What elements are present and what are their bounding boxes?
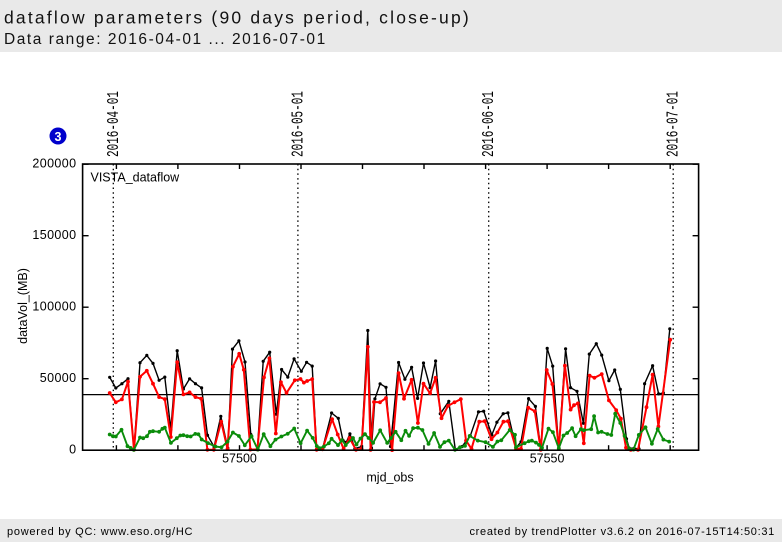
svg-text:powered by QC: www.eso.org/HC: powered by QC: www.eso.org/HC: [7, 526, 193, 538]
svg-text:mjd_obs: mjd_obs: [366, 471, 413, 485]
svg-text:VISTA_dataflow: VISTA_dataflow: [91, 171, 181, 185]
svg-text:57550: 57550: [530, 452, 565, 466]
svg-text:150000: 150000: [32, 228, 76, 242]
svg-text:200000: 200000: [32, 157, 76, 171]
svg-text:2016-06-01: 2016-06-01: [480, 91, 499, 157]
svg-text:57500: 57500: [222, 452, 257, 466]
svg-text:100000: 100000: [32, 300, 76, 314]
svg-text:0: 0: [69, 443, 76, 457]
svg-text:dataVol_(MB): dataVol_(MB): [16, 268, 30, 344]
svg-text:3: 3: [55, 130, 62, 144]
svg-text:50000: 50000: [40, 371, 77, 385]
svg-text:created by trendPlotter v3.6.2: created by trendPlotter v3.6.2 on 2016-0…: [469, 526, 775, 538]
svg-text:2016-04-01: 2016-04-01: [105, 91, 124, 157]
svg-text:2016-05-01: 2016-05-01: [289, 91, 308, 157]
svg-text:dataflow parameters (90 days p: dataflow parameters (90 days period, clo…: [4, 8, 471, 28]
svg-text:Data range: 2016-04-01 ... 201: Data range: 2016-04-01 ... 2016-07-01: [4, 31, 327, 48]
svg-text:2016-07-01: 2016-07-01: [665, 91, 684, 157]
